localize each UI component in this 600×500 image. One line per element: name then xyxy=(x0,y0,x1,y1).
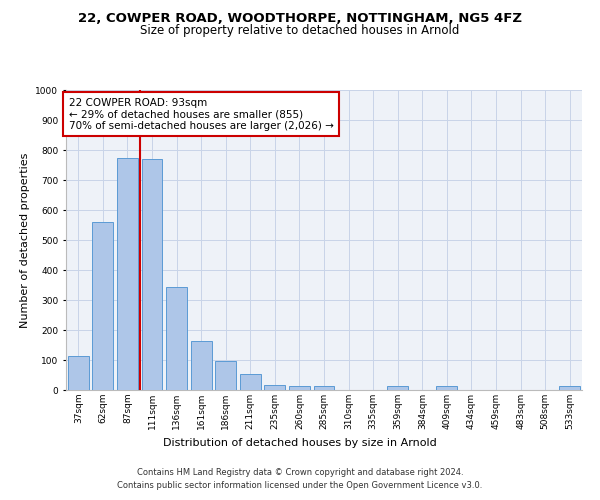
Y-axis label: Number of detached properties: Number of detached properties xyxy=(20,152,30,328)
Text: 22 COWPER ROAD: 93sqm
← 29% of detached houses are smaller (855)
70% of semi-det: 22 COWPER ROAD: 93sqm ← 29% of detached … xyxy=(68,98,334,130)
Bar xyxy=(265,384,286,390)
Bar xyxy=(117,158,138,390)
Bar xyxy=(289,386,310,390)
Bar xyxy=(387,386,408,390)
Bar xyxy=(436,386,457,390)
Bar xyxy=(240,374,261,390)
Bar xyxy=(215,360,236,390)
Bar xyxy=(92,222,113,390)
Bar xyxy=(68,356,89,390)
Text: 22, COWPER ROAD, WOODTHORPE, NOTTINGHAM, NG5 4FZ: 22, COWPER ROAD, WOODTHORPE, NOTTINGHAM,… xyxy=(78,12,522,26)
Bar xyxy=(142,159,163,390)
Bar xyxy=(559,386,580,390)
Text: Contains HM Land Registry data © Crown copyright and database right 2024.: Contains HM Land Registry data © Crown c… xyxy=(137,468,463,477)
Bar xyxy=(166,286,187,390)
Bar xyxy=(191,340,212,390)
Text: Distribution of detached houses by size in Arnold: Distribution of detached houses by size … xyxy=(163,438,437,448)
Text: Size of property relative to detached houses in Arnold: Size of property relative to detached ho… xyxy=(140,24,460,37)
Bar xyxy=(314,386,334,390)
Text: Contains public sector information licensed under the Open Government Licence v3: Contains public sector information licen… xyxy=(118,480,482,490)
